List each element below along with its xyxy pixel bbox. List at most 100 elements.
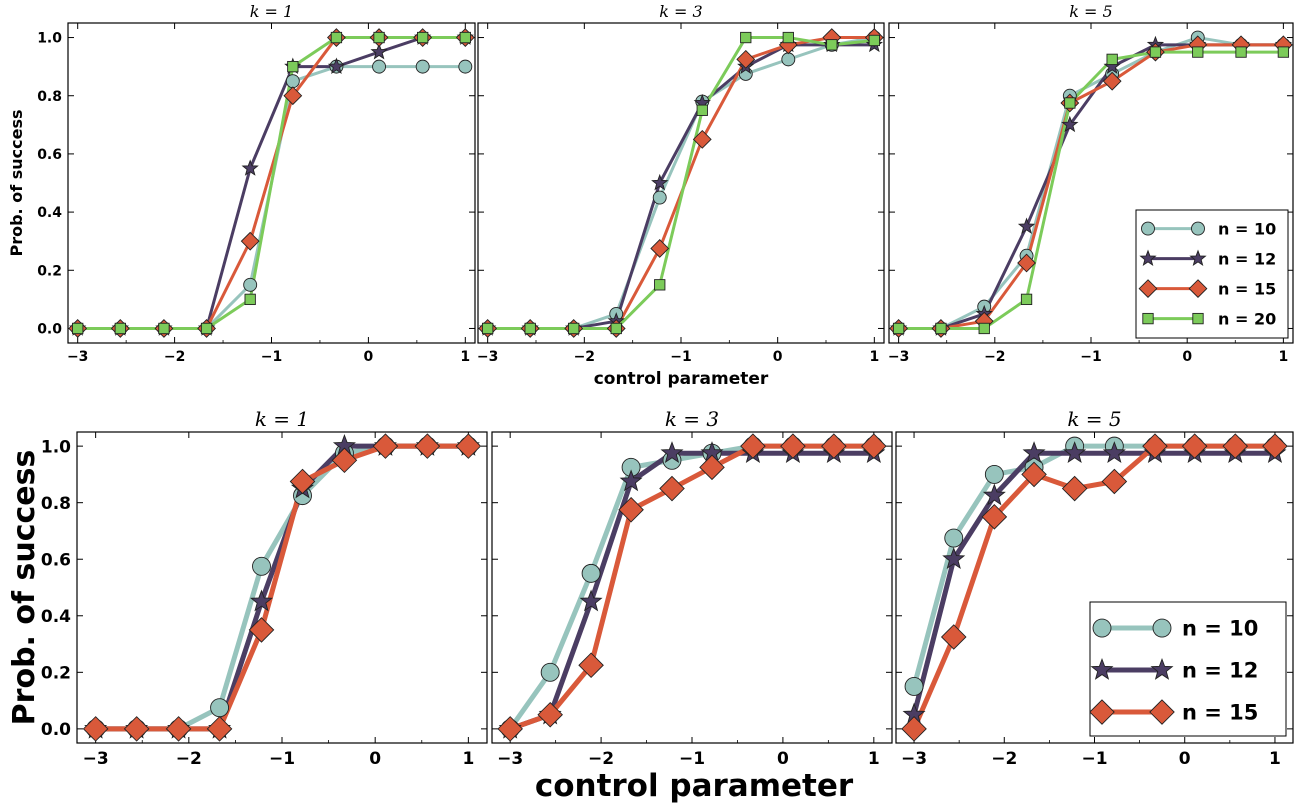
series-line-n12 [911, 450, 1275, 716]
panel-title: k = 1 [250, 2, 293, 21]
data-point-n10 [944, 528, 964, 548]
y-tick-label: 0.0 [41, 720, 71, 740]
data-point-n15 [650, 239, 670, 258]
x-tick-label: 1 [869, 349, 879, 365]
x-tick-label: −2 [164, 349, 185, 365]
data-point-n12 [651, 173, 669, 191]
legend-marker [1089, 699, 1115, 725]
data-point-n15 [618, 496, 644, 523]
x-tick-label: −1 [1080, 349, 1101, 365]
data-point-n15 [981, 504, 1008, 530]
legend-marker [1090, 657, 1114, 680]
x-tick-label: −1 [269, 749, 295, 769]
data-point-n15 [165, 716, 192, 742]
data-point-n20 [114, 322, 126, 335]
data-point-n15 [740, 433, 766, 459]
y-tick-label: 0.4 [41, 607, 71, 627]
data-point-n12 [327, 57, 346, 74]
data-point-n20 [524, 322, 536, 335]
legend-label: n = 12 [1218, 249, 1276, 268]
legend-marker [1092, 618, 1112, 638]
y-tick-label: 0.0 [37, 321, 62, 337]
panel-title: k = 5 [1069, 2, 1112, 21]
data-point-n20 [610, 322, 622, 335]
data-point-n15 [1101, 468, 1128, 495]
data-point-n15 [780, 433, 806, 459]
x-tick-label: 1 [460, 349, 470, 365]
data-point-n12 [1061, 115, 1079, 133]
data-point-n20 [482, 322, 494, 335]
chart-panel-top-1: −3 −2 −1 0 1 k = 3 control parameter [477, 2, 885, 389]
chart-panel-bottom-3: −3 −2 −1 0 1 0.0 0.2 0.4 0.6 0.8 1.0 k = 1 Prob. of … [7, 407, 488, 769]
legend-label: n = 15 [1218, 279, 1276, 298]
data-point-n15 [537, 701, 563, 728]
data-point-n10 [458, 59, 473, 74]
y-tick-label: 0.8 [37, 89, 62, 105]
data-point-n15 [206, 716, 233, 742]
data-point-n15 [497, 716, 523, 742]
data-point-n12 [660, 441, 684, 463]
y-tick-label: 0.8 [41, 494, 71, 514]
panel-title: k = 3 [665, 407, 719, 431]
data-point-n15 [821, 433, 847, 459]
x-tick-label: 0 [1179, 749, 1191, 769]
data-point-n15 [940, 624, 967, 650]
x-tick-label: 1 [1269, 749, 1281, 769]
data-point-n12 [619, 469, 643, 492]
data-point-n20 [287, 60, 299, 73]
plot-frame [76, 431, 488, 744]
data-point-n20 [72, 322, 84, 335]
data-point-n12 [579, 589, 603, 612]
data-point-n10 [540, 662, 560, 682]
data-point-n15 [82, 716, 109, 742]
series-line-n20 [487, 36, 875, 330]
x-axis-label: control parameter [594, 369, 769, 389]
data-point-n20 [1277, 46, 1290, 58]
data-point-n20 [935, 322, 947, 335]
legend-marker [1141, 221, 1155, 236]
data-point-n10 [581, 563, 601, 583]
data-point-n20 [200, 322, 213, 335]
y-tick-label: 1.0 [37, 31, 62, 47]
data-point-n15 [901, 716, 927, 742]
legend-label: n = 10 [1218, 219, 1276, 238]
legend-marker [1191, 221, 1205, 236]
x-tick-label: −3 [888, 349, 909, 365]
legend: n = 10 n = 12 n = 15 n = 20 [1135, 209, 1289, 339]
series-line-n15 [95, 443, 469, 732]
data-point-n15 [692, 129, 712, 149]
data-point-n12 [250, 589, 273, 612]
y-tick-label: 0.2 [41, 663, 71, 683]
data-point-n15 [699, 454, 725, 481]
x-tick-label: −3 [67, 349, 88, 365]
series-line-n15 [509, 443, 874, 732]
data-point-n20 [1192, 46, 1204, 58]
data-point-n20 [373, 31, 385, 44]
data-point-n20 [417, 31, 429, 44]
data-point-n15 [455, 433, 482, 459]
legend-label: n = 10 [1182, 617, 1258, 641]
series-line-n20 [898, 50, 1284, 330]
data-point-n12 [370, 43, 388, 60]
data-point-n15 [1102, 71, 1122, 91]
data-point-n15 [1061, 475, 1088, 502]
data-point-n10 [415, 59, 430, 74]
data-point-n20 [330, 31, 343, 44]
data-point-n20 [740, 31, 752, 44]
chart-panel-bottom-5: −3 −2 −1 0 1 k = 5 n = 10 n = 12 n = 15 [895, 407, 1294, 769]
legend-marker [1149, 699, 1175, 725]
legend-label: n = 15 [1182, 701, 1258, 725]
data-point-n20 [1235, 46, 1247, 58]
x-tick-label: 0 [369, 749, 381, 769]
data-point-n20 [1020, 293, 1033, 306]
x-tick-label: −2 [574, 349, 595, 365]
series-line-n12 [509, 450, 874, 732]
data-point-n20 [568, 322, 580, 335]
x-tick-label: −2 [991, 749, 1017, 769]
y-tick-label: 0.6 [37, 147, 62, 163]
x-tick-label: 0 [1182, 349, 1192, 365]
plot-frame [477, 22, 885, 344]
legend-marker [1139, 249, 1157, 266]
series-line-n15 [911, 443, 1275, 730]
legend-marker [1142, 312, 1154, 325]
